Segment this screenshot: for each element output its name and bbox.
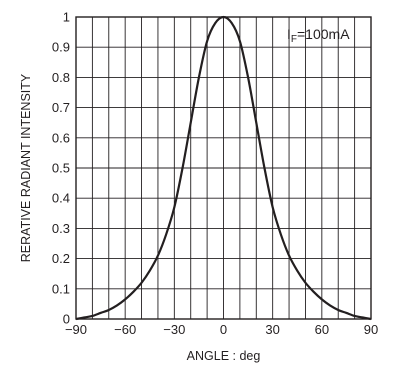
x-tick-label: −30 [163,322,185,337]
y-tick-label: 0.6 [52,130,70,145]
current-annotation: IF=100mA [287,26,350,45]
y-tick-label: 1 [63,10,70,25]
annotation-prefix: I [287,26,291,42]
x-tick-label: −60 [114,322,136,337]
x-tick-label: 60 [315,322,329,337]
plot-frame [75,16,372,320]
y-tick-label: 0.8 [52,70,70,85]
y-tick-label: 0.1 [52,281,70,296]
y-tick-label: 0.7 [52,100,70,115]
y-axis-label: RERATIVE RADIANT INTENSITY [19,73,33,262]
annotation-suffix: =100mA [297,26,350,42]
x-axis-label: ANGLE : deg [187,349,261,363]
y-tick-label: 0.2 [52,251,70,266]
y-tick-label: 0.3 [52,221,70,236]
y-tick-label: 0.5 [52,161,70,176]
y-tick-labels: 0 0.1 0.2 0.3 0.4 0.5 0.6 0.7 0.8 0.9 1 [52,10,70,327]
x-tick-label: 30 [265,322,279,337]
x-tick-label: −90 [65,322,87,337]
grid [76,17,371,319]
x-tick-label: 0 [220,322,227,337]
annotation-subscript: F [291,34,297,45]
x-tick-labels: −90 −60 −30 0 30 60 90 [65,322,378,337]
y-tick-label: 0.9 [52,40,70,55]
x-tick-label: 90 [364,322,378,337]
y-tick-label: 0.4 [52,191,70,206]
y-tick-label: 0 [63,312,70,327]
